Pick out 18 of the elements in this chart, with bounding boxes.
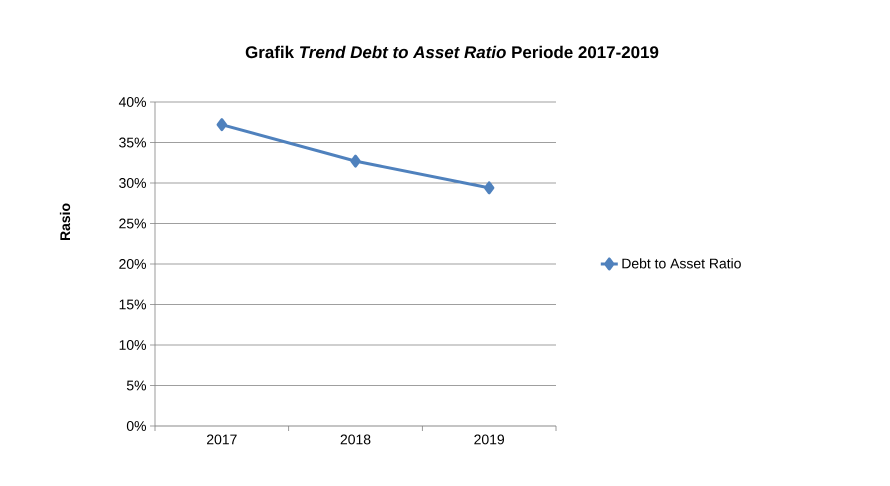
- point: [350, 154, 361, 168]
- x-tick-label: 2018: [340, 434, 370, 444]
- y-tick-label: 40%: [118, 97, 146, 107]
- y-tick-label: 35%: [119, 138, 146, 148]
- x-tick-label: 2017: [207, 434, 237, 444]
- y-tick-label: 20%: [119, 259, 146, 269]
- y-tick-label: 15%: [120, 300, 146, 310]
- point: [216, 118, 228, 132]
- y-tick-label: 0%: [126, 421, 146, 431]
- y-tick-label: 25%: [119, 218, 146, 228]
- y-axis-title: Rasio: [60, 204, 70, 240]
- x-tick-label: 2019: [474, 434, 504, 444]
- y-tick-label: 5%: [126, 380, 146, 390]
- chart-title: Grafik Trend Debt to Asset Ratio Periode 2017-2019: [246, 46, 658, 58]
- y-tick-label: 30%: [119, 178, 146, 188]
- point: [484, 181, 494, 194]
- y-tick-label: 10%: [120, 340, 146, 350]
- legend-label: Debt to Asset Ratio: [622, 258, 741, 268]
